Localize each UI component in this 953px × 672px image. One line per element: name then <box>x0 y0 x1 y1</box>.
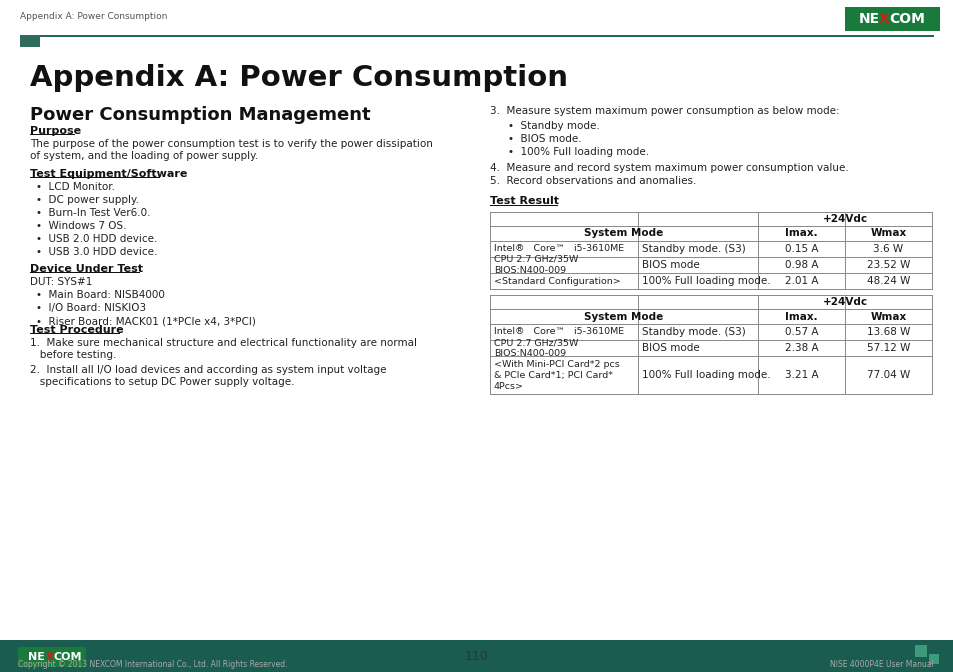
Bar <box>914 645 926 657</box>
Text: Test Result: Test Result <box>490 196 558 206</box>
Text: NE: NE <box>858 12 880 26</box>
Text: BIOS mode: BIOS mode <box>641 260 699 270</box>
Text: CPU 2.7 GHz/35W: CPU 2.7 GHz/35W <box>494 338 578 347</box>
Text: •  USB 2.0 HDD device.: • USB 2.0 HDD device. <box>36 234 157 244</box>
Bar <box>20 35 933 37</box>
Text: CPU 2.7 GHz/35W: CPU 2.7 GHz/35W <box>494 255 578 264</box>
Text: •  Main Board: NISB4000: • Main Board: NISB4000 <box>36 290 165 300</box>
Text: 0.98 A: 0.98 A <box>784 260 818 270</box>
Bar <box>844 7 939 31</box>
Text: 23.52 W: 23.52 W <box>866 260 909 270</box>
Bar <box>18 647 86 667</box>
Text: System Mode: System Mode <box>584 228 663 239</box>
Text: Imax.: Imax. <box>784 228 817 239</box>
Text: Wmax: Wmax <box>869 312 905 321</box>
Text: BIOS:N400-009: BIOS:N400-009 <box>494 349 565 358</box>
Text: 77.04 W: 77.04 W <box>866 370 909 380</box>
Text: 2.38 A: 2.38 A <box>784 343 818 353</box>
Text: The purpose of the power consumption test is to verify the power dissipation: The purpose of the power consumption tes… <box>30 139 433 149</box>
Text: +24Vdc: +24Vdc <box>821 214 866 224</box>
Bar <box>30 134 75 135</box>
Text: COM: COM <box>54 652 82 662</box>
Text: •  USB 3.0 HDD device.: • USB 3.0 HDD device. <box>36 247 157 257</box>
Text: •  Windows 7 OS.: • Windows 7 OS. <box>36 221 127 231</box>
Text: NISE 4000P4E User Manual: NISE 4000P4E User Manual <box>829 660 933 669</box>
Text: Appendix A: Power Consumption: Appendix A: Power Consumption <box>30 64 567 92</box>
Text: Test Equipment/Software: Test Equipment/Software <box>30 169 187 179</box>
Text: 5.  Record observations and anomalies.: 5. Record observations and anomalies. <box>490 176 696 186</box>
Text: Intel®   Core™   i5-3610ME: Intel® Core™ i5-3610ME <box>494 244 623 253</box>
Text: specifications to setup DC Power supply voltage.: specifications to setup DC Power supply … <box>30 377 294 387</box>
Text: 0.15 A: 0.15 A <box>784 244 818 254</box>
Text: 0.57 A: 0.57 A <box>784 327 818 337</box>
Text: BIOS mode: BIOS mode <box>641 343 699 353</box>
Text: 2.  Install all I/O load devices and according as system input voltage: 2. Install all I/O load devices and acco… <box>30 365 386 375</box>
Bar <box>0 640 953 672</box>
Text: Test Procedure: Test Procedure <box>30 325 124 335</box>
Text: 3.6 W: 3.6 W <box>873 244 902 254</box>
Text: •  Standby mode.: • Standby mode. <box>507 121 599 131</box>
Text: Appendix A: Power Consumption: Appendix A: Power Consumption <box>20 12 167 21</box>
Text: <With Mini-PCI Card*2 pcs: <With Mini-PCI Card*2 pcs <box>494 360 619 369</box>
Text: •  I/O Board: NISKIO3: • I/O Board: NISKIO3 <box>36 303 146 313</box>
Text: Copyright © 2013 NEXCOM International Co., Ltd. All Rights Reserved.: Copyright © 2013 NEXCOM International Co… <box>18 660 287 669</box>
Text: 1.  Make sure mechanical structure and electrical functionality are normal: 1. Make sure mechanical structure and el… <box>30 338 416 348</box>
Text: BIOS:N400-009: BIOS:N400-009 <box>494 266 565 275</box>
Text: X: X <box>46 652 54 662</box>
Bar <box>30 272 140 273</box>
Text: Standby mode. (S3): Standby mode. (S3) <box>641 244 745 254</box>
Text: •  DC power supply.: • DC power supply. <box>36 195 139 205</box>
Text: & PCIe Card*1; PCI Card*: & PCIe Card*1; PCI Card* <box>494 371 613 380</box>
Text: Wmax: Wmax <box>869 228 905 239</box>
Text: of system, and the loading of power supply.: of system, and the loading of power supp… <box>30 151 258 161</box>
Text: 57.12 W: 57.12 W <box>866 343 909 353</box>
Text: NE: NE <box>28 652 45 662</box>
Text: •  Riser Board: MACK01 (1*PCIe x4, 3*PCI): • Riser Board: MACK01 (1*PCIe x4, 3*PCI) <box>36 316 255 326</box>
Text: X: X <box>878 12 889 26</box>
Text: Imax.: Imax. <box>784 312 817 321</box>
Text: 110: 110 <box>465 650 488 663</box>
Text: 4.  Measure and record system maximum power consumption value.: 4. Measure and record system maximum pow… <box>490 163 848 173</box>
Text: 3.  Measure system maximum power consumption as below mode:: 3. Measure system maximum power consumpt… <box>490 106 839 116</box>
Text: COM: COM <box>888 12 923 26</box>
Text: 4Pcs>: 4Pcs> <box>494 382 523 391</box>
Text: 13.68 W: 13.68 W <box>866 327 909 337</box>
Text: +24Vdc: +24Vdc <box>821 297 866 307</box>
Text: Purpose: Purpose <box>30 126 81 136</box>
Text: 2.01 A: 2.01 A <box>784 276 818 286</box>
Text: DUT: SYS#1: DUT: SYS#1 <box>30 277 92 287</box>
Text: <Standard Configuration>: <Standard Configuration> <box>494 277 620 286</box>
Text: Standby mode. (S3): Standby mode. (S3) <box>641 327 745 337</box>
Text: 100% Full loading mode.: 100% Full loading mode. <box>641 370 770 380</box>
Text: •  BIOS mode.: • BIOS mode. <box>507 134 581 144</box>
Text: •  Burn-In Test Ver6.0.: • Burn-In Test Ver6.0. <box>36 208 151 218</box>
Bar <box>20 35 40 47</box>
Text: before testing.: before testing. <box>30 350 116 360</box>
Bar <box>490 205 558 206</box>
Bar <box>30 177 160 178</box>
Text: Power Consumption Management: Power Consumption Management <box>30 106 370 124</box>
Text: Intel®   Core™   i5-3610ME: Intel® Core™ i5-3610ME <box>494 327 623 336</box>
Bar <box>30 333 120 334</box>
Text: •  LCD Monitor.: • LCD Monitor. <box>36 182 115 192</box>
Text: System Mode: System Mode <box>584 312 663 321</box>
Text: Device Under Test: Device Under Test <box>30 264 143 274</box>
Text: 3.21 A: 3.21 A <box>784 370 818 380</box>
Text: 48.24 W: 48.24 W <box>866 276 909 286</box>
Bar <box>928 654 938 664</box>
Text: 100% Full loading mode.: 100% Full loading mode. <box>641 276 770 286</box>
Text: •  100% Full loading mode.: • 100% Full loading mode. <box>507 147 648 157</box>
